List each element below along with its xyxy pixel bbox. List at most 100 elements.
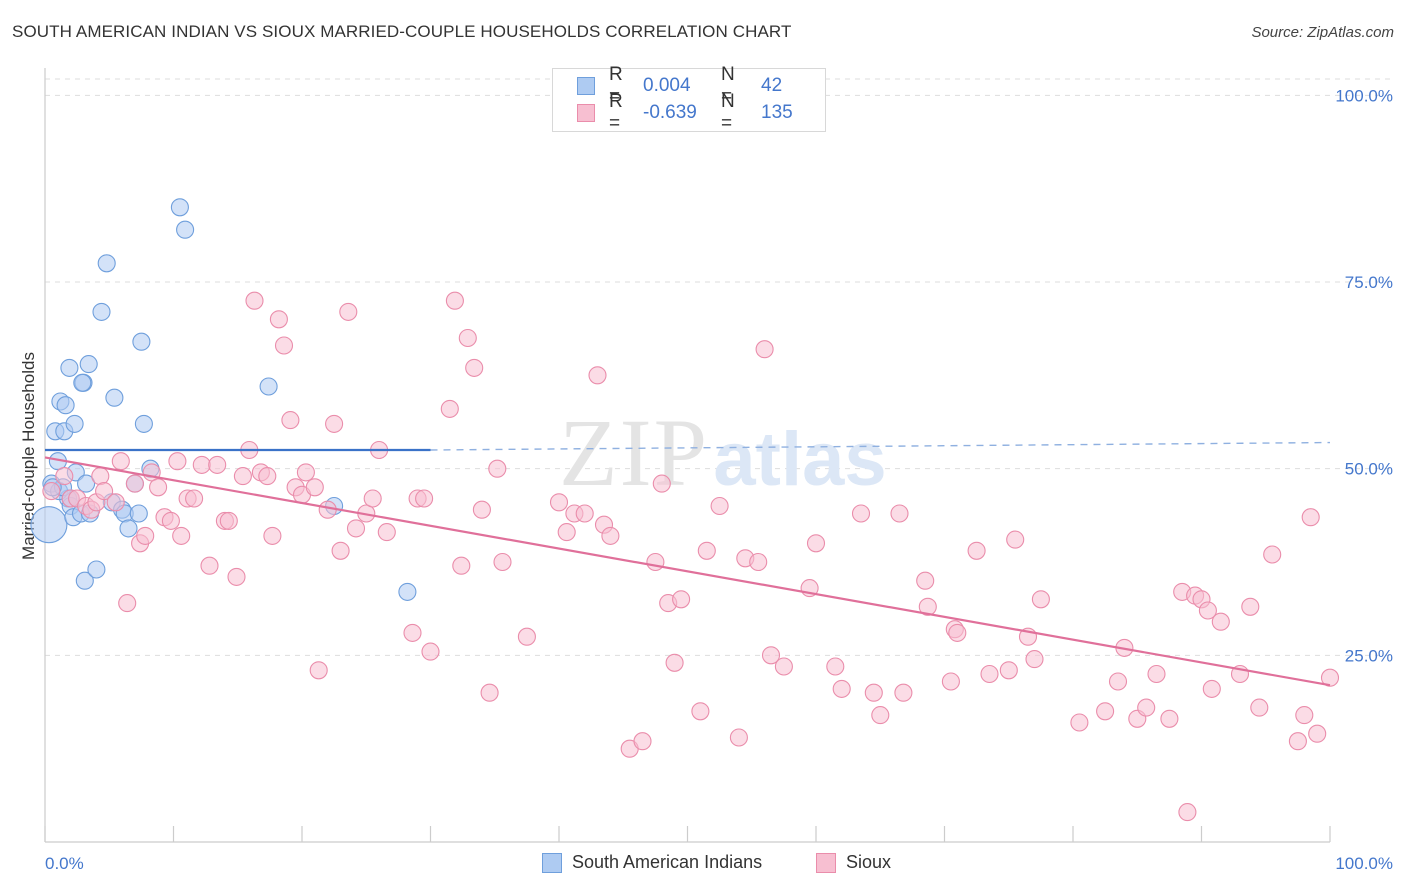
data-point-sioux: [832, 679, 851, 698]
data-point-sioux: [980, 664, 999, 684]
data-point-sioux: [219, 511, 238, 530]
r-label: R =: [609, 91, 623, 134]
data-point-sioux: [445, 291, 464, 310]
chart-title: SOUTH AMERICAN INDIAN VS SIOUX MARRIED-C…: [12, 22, 792, 41]
data-point-sioux: [269, 310, 288, 329]
data-point-sioux: [918, 597, 937, 616]
data-point-sioux: [894, 683, 913, 702]
data-point-south-american-indians: [92, 302, 111, 321]
watermark-zip: ZIP: [559, 399, 709, 506]
data-point-sioux: [1160, 709, 1179, 728]
data-point-sioux: [233, 467, 252, 486]
y-tick-label: 50.0%: [1345, 460, 1393, 479]
bottom-legend-south-american-indians[interactable]: South American Indians: [542, 852, 762, 873]
data-point-south-american-indians: [87, 560, 106, 579]
data-point-sioux: [325, 414, 344, 433]
data-point-sioux: [1096, 702, 1115, 721]
data-point-sioux: [331, 541, 350, 560]
trend-line-sioux: [44, 456, 1331, 687]
data-point-sioux: [710, 496, 729, 516]
trend-line-south-american-indians-projection: [430, 441, 1331, 451]
legend-swatch-blue: [542, 852, 562, 873]
x-tick-labels: 0.0% 100.0%: [45, 854, 1393, 873]
data-point-sioux: [665, 653, 684, 672]
data-point-sioux: [672, 590, 691, 609]
data-point-sioux: [549, 493, 569, 512]
data-point-sioux: [1070, 713, 1089, 732]
data-point-sioux: [227, 567, 246, 586]
data-point-south-american-indians: [79, 355, 98, 374]
data-point-sioux: [106, 493, 125, 512]
data-point-sioux: [185, 489, 204, 508]
data-point-south-american-indians: [132, 332, 151, 351]
legend-row-sioux: R = -0.639 N = 135: [577, 91, 793, 134]
data-point-sioux: [999, 661, 1018, 680]
data-point-sioux: [91, 467, 110, 486]
data-point-south-american-indians: [398, 582, 417, 601]
data-point-sioux: [377, 523, 396, 542]
data-point-sioux: [1031, 590, 1050, 609]
data-point-sioux: [864, 683, 883, 702]
data-point-sioux: [200, 556, 219, 575]
correlation-legend: R = 0.004 N = 42 R = -0.639 N = 135: [552, 64, 826, 134]
data-point-sioux: [488, 459, 507, 478]
bottom-legend-sioux[interactable]: Sioux: [816, 852, 891, 873]
watermark: ZIP atlas: [559, 399, 887, 506]
axes: [44, 68, 1331, 843]
data-point-south-american-indians: [56, 396, 75, 415]
legend-row-south-american-indians: R = 0.004 N = 42: [577, 64, 783, 107]
data-point-sioux: [1202, 679, 1221, 698]
data-point-sioux: [697, 541, 716, 560]
data-point-south-american-indians: [176, 220, 195, 239]
data-point-sioux: [208, 455, 227, 474]
data-point-sioux: [517, 627, 536, 646]
data-point-sioux: [575, 504, 594, 523]
data-point-sioux: [296, 463, 315, 482]
data-point-sioux: [55, 467, 74, 486]
data-point-sioux: [458, 328, 477, 348]
data-point-south-american-indians: [129, 504, 148, 523]
data-point-sioux: [774, 657, 793, 676]
x-tick-label-min: 0.0%: [45, 854, 84, 873]
y-tick-labels: 25.0% 50.0% 75.0% 100.0%: [1335, 86, 1393, 665]
data-point-sioux: [1178, 803, 1197, 822]
legend-label: South American Indians: [572, 852, 763, 872]
data-point-south-american-indians: [30, 506, 68, 544]
data-point-sioux: [1308, 724, 1327, 743]
data-point-sioux: [890, 504, 909, 523]
data-point-south-american-indians: [97, 254, 116, 273]
data-point-sioux: [339, 302, 358, 321]
data-point-sioux: [263, 526, 282, 545]
data-point-sioux: [465, 358, 484, 377]
data-point-sioux: [452, 556, 471, 575]
data-point-sioux: [161, 511, 180, 530]
n-value: 42: [761, 75, 783, 96]
data-point-sioux: [1241, 597, 1260, 616]
data-point-sioux: [557, 523, 576, 542]
data-point-sioux: [125, 474, 144, 493]
data-point-sioux: [403, 623, 422, 642]
data-point-sioux: [305, 478, 324, 497]
data-point-sioux: [1198, 601, 1217, 620]
data-point-sioux: [168, 452, 187, 471]
data-point-south-american-indians: [77, 474, 96, 493]
data-point-south-american-indians: [75, 571, 94, 590]
data-point-sioux: [149, 478, 168, 497]
data-point-south-american-indians: [259, 377, 278, 396]
watermark-atlas: atlas: [713, 417, 886, 502]
data-point-sioux: [755, 340, 774, 359]
data-point-sioux: [1250, 698, 1269, 717]
data-point-sioux: [729, 728, 748, 747]
data-point-sioux: [42, 482, 61, 501]
data-point-south-american-indians: [134, 414, 153, 433]
data-point-south-american-indians: [65, 414, 84, 433]
grid: [45, 78, 1392, 656]
r-label: R =: [609, 64, 623, 107]
data-point-sioux: [421, 642, 440, 661]
legend-swatch-pink: [816, 852, 836, 873]
data-point-south-american-indians: [105, 388, 124, 407]
data-point-sioux: [415, 489, 434, 508]
data-point-sioux: [749, 552, 768, 572]
trend-lines: [44, 441, 1331, 687]
legend-swatch-pink: [577, 104, 595, 122]
